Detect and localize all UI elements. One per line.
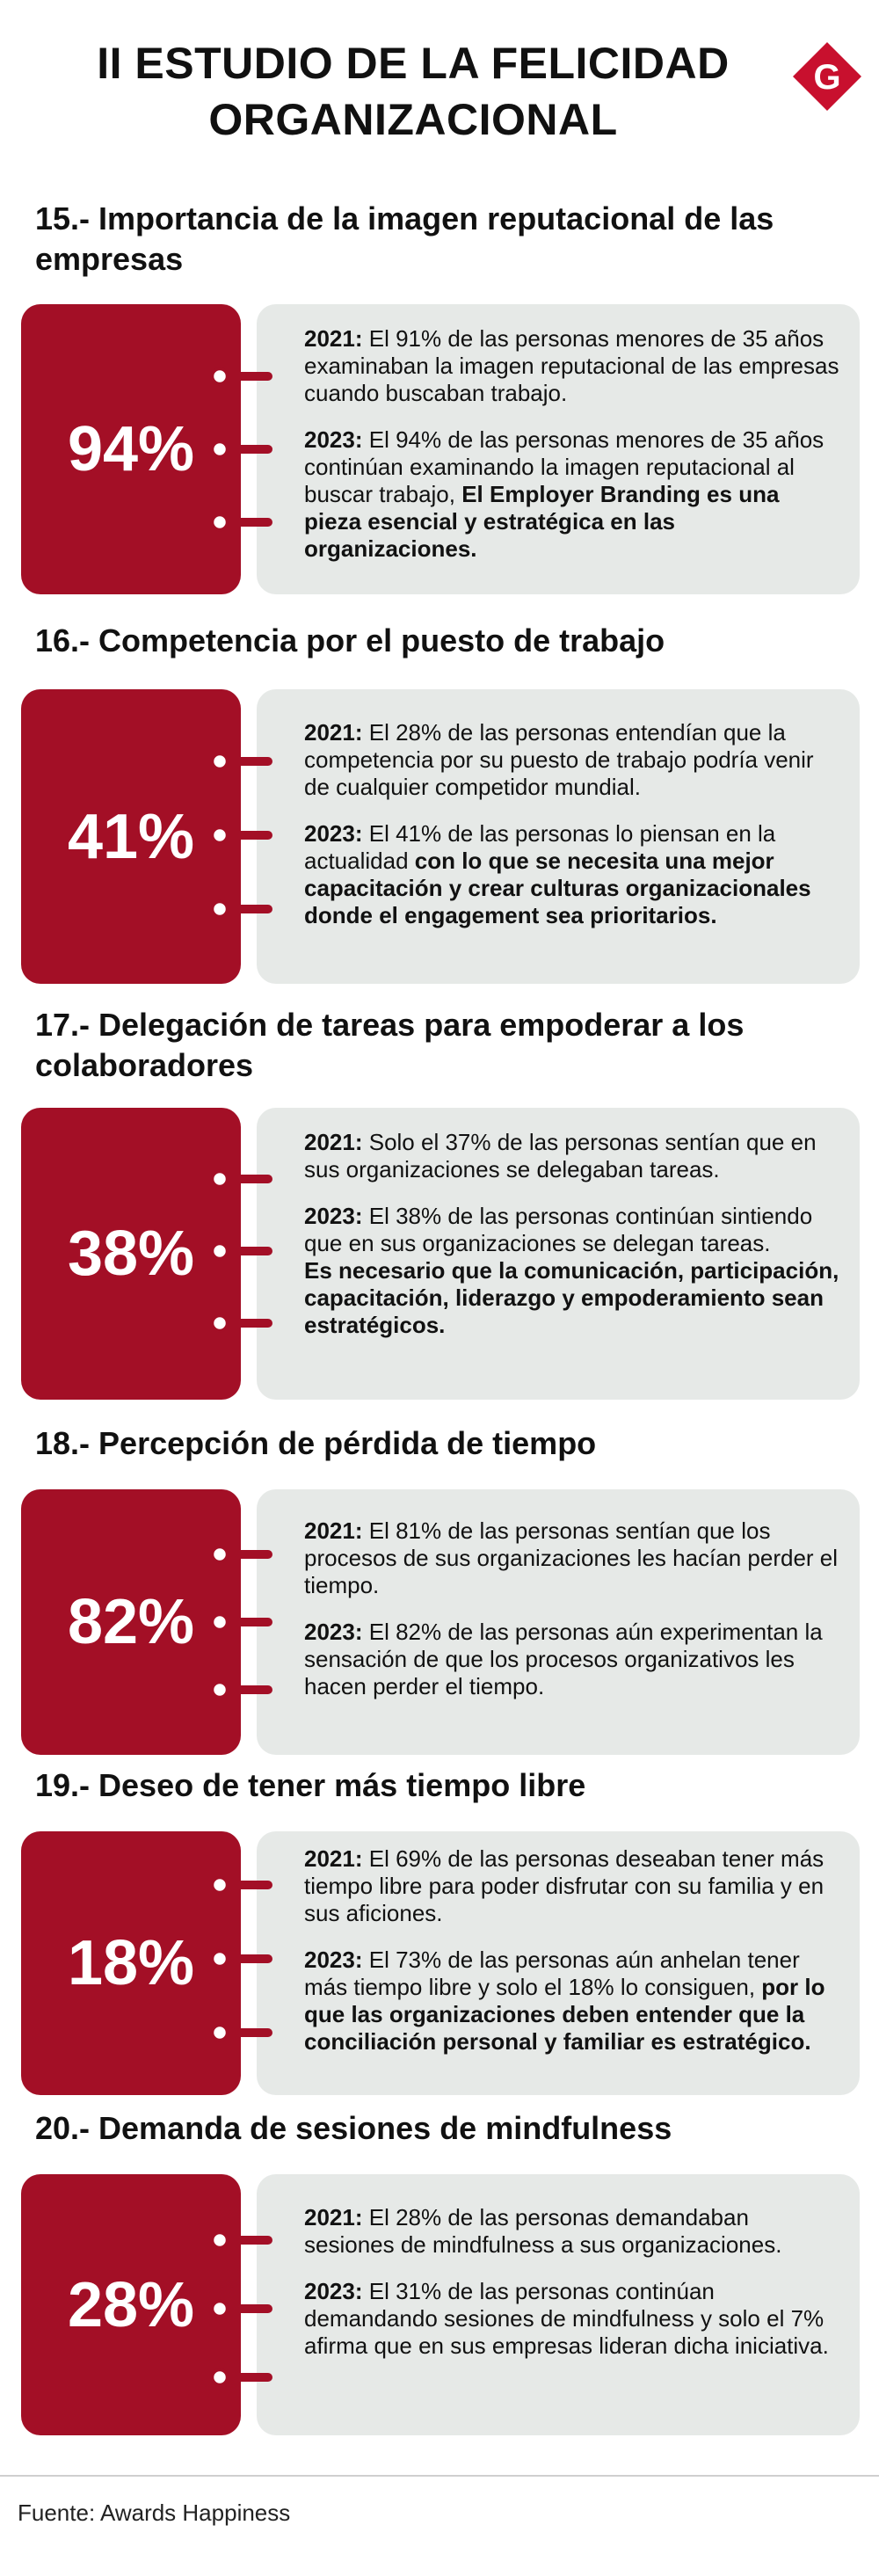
binder-ring-icon	[210, 1612, 272, 1632]
binder-ring-icon	[210, 1313, 272, 1333]
year-label: 2023:	[304, 1619, 363, 1645]
binder-ring-icon	[210, 513, 272, 532]
binder-ring-icon	[210, 1875, 272, 1895]
percent-value: 38%	[67, 1219, 195, 1289]
paragraph-text: El 41% de las personas lo piensan en la …	[304, 820, 776, 874]
section-title: 15.- Importancia de la imagen reputacion…	[35, 200, 774, 277]
paragraph-text: El 28% de las personas demandaban sesion…	[304, 2204, 782, 2258]
paragraph-emphasis: Es necesario que la comunicación, partic…	[304, 1257, 839, 1338]
paragraph-2021: 2021: El 28% de las personas demandaban …	[304, 2204, 842, 2259]
info-box: 2021: El 91% de las personas menores de …	[257, 304, 860, 594]
paragraph-text: El 31% de las personas continúan demanda…	[304, 2278, 829, 2359]
year-label: 2023:	[304, 1203, 363, 1229]
paragraph-text: El 81% de las personas sentían que los p…	[304, 1517, 839, 1598]
footer-divider	[0, 2475, 879, 2477]
section-title: 17.- Delegación de tareas para empoderar…	[35, 1007, 745, 1083]
section-title: 20.- Demanda de sesiones de mindfulness	[35, 2110, 672, 2146]
binder-ring-icon	[210, 1545, 272, 1564]
binder-ring-icon	[210, 2230, 272, 2250]
info-box: 2021: Solo el 37% de las personas sentía…	[257, 1108, 860, 1400]
paragraph-text: El 69% de las personas deseaban tener má…	[304, 1845, 825, 1926]
binder-ring-icon	[210, 826, 272, 845]
info-box: 2021: El 81% de las personas sentían que…	[257, 1489, 860, 1755]
main-title-line-2: ORGANIZACIONAL	[208, 95, 618, 144]
binder-ring-icon	[210, 367, 272, 386]
paragraph-text: El 91% de las personas menores de 35 año…	[304, 325, 839, 406]
paragraph-2023: 2023: El 41% de las personas lo piensan …	[304, 820, 842, 929]
info-box: 2021: El 28% de las personas demandaban …	[257, 2174, 860, 2435]
paragraph-2023: 2023: El 31% de las personas continúan d…	[304, 2278, 842, 2360]
paragraph-conclusion: Es necesario que la comunicación, partic…	[304, 1257, 842, 1339]
paragraph-2023: 2023: El 38% de las personas continúan s…	[304, 1203, 842, 1257]
year-label: 2021:	[304, 1845, 363, 1872]
paragraph-text: El 28% de las personas entendían que la …	[304, 719, 814, 800]
percent-value: 82%	[67, 1587, 195, 1657]
binder-ring-icon	[210, 2299, 272, 2318]
binder-ring-icon	[210, 1241, 272, 1261]
year-label: 2023:	[304, 2278, 363, 2304]
paragraph-text: El 82% de las personas aún experimentan …	[304, 1619, 823, 1699]
percent-value: 18%	[67, 1928, 195, 1998]
paragraph-2021: 2021: Solo el 37% de las personas sentía…	[304, 1129, 842, 1183]
paragraph-emphasis: El Employer Branding es una pieza esenci…	[304, 481, 780, 562]
logo-letter: G	[813, 58, 840, 97]
paragraph-emphasis: por lo que las organizaciones deben ente…	[304, 1974, 825, 2055]
year-label: 2021:	[304, 2204, 363, 2230]
paragraph-2021: 2021: El 81% de las personas sentían que…	[304, 1517, 842, 1599]
year-label: 2023:	[304, 820, 363, 847]
binder-ring-icon	[210, 1680, 272, 1699]
header: II ESTUDIO DE LA FELICIDAD ORGANIZACIONA…	[0, 35, 879, 158]
brand-logo-icon: G	[793, 42, 861, 111]
paragraph-text: El 73% de las personas aún anhelan tener…	[304, 1947, 800, 2000]
binder-ring-icon	[210, 2368, 272, 2387]
paragraph-2023: 2023: El 94% de las personas menores de …	[304, 426, 842, 563]
year-label: 2023:	[304, 1947, 363, 1973]
paragraph-2021: 2021: El 91% de las personas menores de …	[304, 325, 842, 407]
binder-ring-icon	[210, 1949, 272, 1968]
main-title-line-1: II ESTUDIO DE LA FELICIDAD	[97, 39, 730, 88]
info-box: 2021: El 28% de las personas entendían q…	[257, 689, 860, 984]
paragraph-text: El 94% de las personas menores de 35 año…	[304, 426, 825, 507]
section-title: 16.- Competencia por el puesto de trabaj…	[35, 622, 665, 659]
percent-box: 38%	[21, 1108, 241, 1400]
paragraph-text: El 38% de las personas continúan sintien…	[304, 1203, 813, 1256]
section-title: 19.- Deseo de tener más tiempo libre	[35, 1767, 586, 1803]
year-label: 2021:	[304, 719, 363, 746]
binder-ring-icon	[210, 440, 272, 459]
source-caption: Fuente: Awards Happiness	[18, 2500, 291, 2526]
info-box: 2021: El 69% de las personas deseaban te…	[257, 1831, 860, 2095]
percent-value: 41%	[67, 801, 195, 872]
percent-box: 82%	[21, 1489, 241, 1755]
binder-ring-icon	[210, 2023, 272, 2042]
year-label: 2021:	[304, 1517, 363, 1544]
year-label: 2021:	[304, 325, 363, 352]
paragraph-2021: 2021: El 28% de las personas entendían q…	[304, 719, 842, 801]
binder-ring-icon	[210, 752, 272, 771]
paragraph-emphasis: con lo que se necesita una mejor capacit…	[304, 848, 811, 928]
percent-value: 94%	[67, 414, 195, 484]
paragraph-2023: 2023: El 82% de las personas aún experim…	[304, 1619, 842, 1700]
binder-ring-icon	[210, 1169, 272, 1189]
main-title: II ESTUDIO DE LA FELICIDAD ORGANIZACIONA…	[53, 35, 774, 148]
percent-value: 28%	[67, 2269, 195, 2340]
year-label: 2023:	[304, 426, 363, 453]
paragraph-2023: 2023: El 73% de las personas aún anhelan…	[304, 1947, 842, 2056]
section-title: 18.- Percepción de pérdida de tiempo	[35, 1425, 597, 1461]
paragraph-2021: 2021: El 69% de las personas deseaban te…	[304, 1845, 842, 1927]
binder-ring-icon	[210, 899, 272, 919]
percent-box: 41%	[21, 689, 241, 984]
percent-box: 28%	[21, 2174, 241, 2435]
percent-box: 94%	[21, 304, 241, 594]
year-label: 2021:	[304, 1129, 363, 1155]
percent-box: 18%	[21, 1831, 241, 2095]
paragraph-text: Solo el 37% de las personas sentían que …	[304, 1129, 817, 1182]
